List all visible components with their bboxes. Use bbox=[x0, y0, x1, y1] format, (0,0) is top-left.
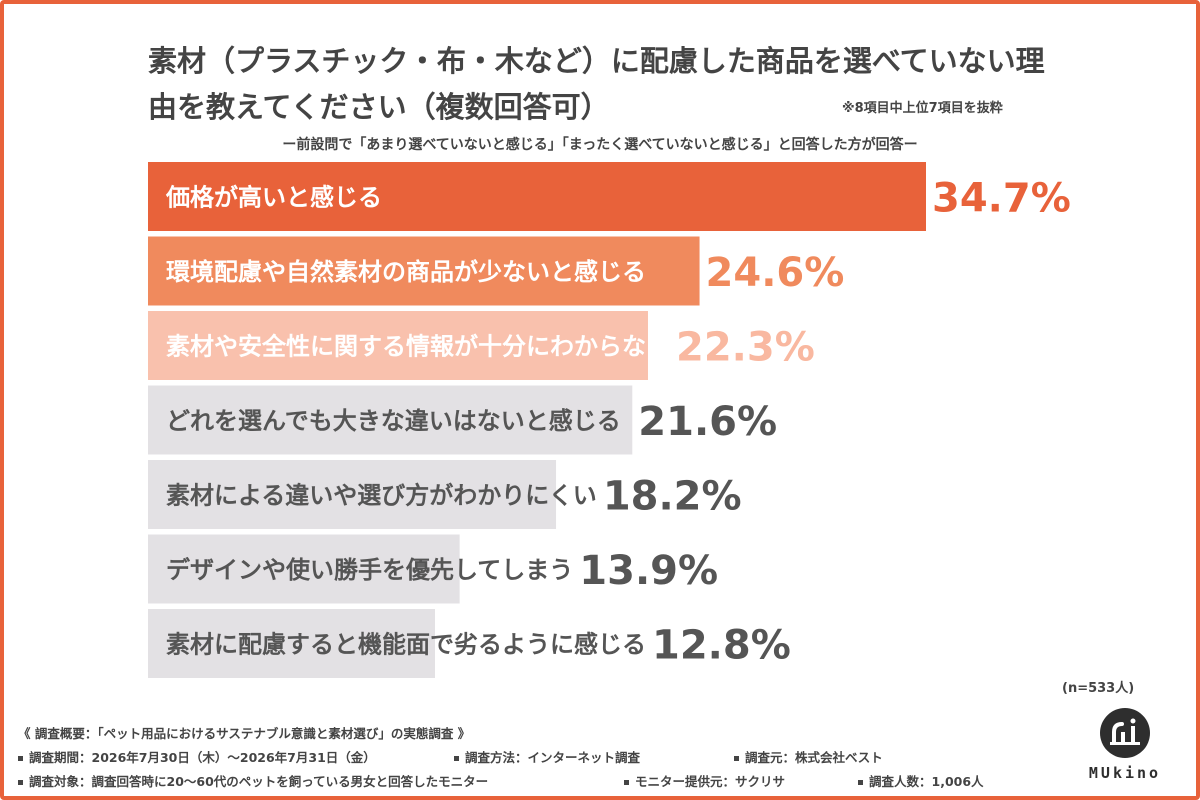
logo-wordmark: MUkino bbox=[1088, 764, 1162, 782]
bar-category-label: 素材や安全性に関する情報が十分にわからない bbox=[166, 333, 670, 361]
bar-value-label: 34.7% bbox=[932, 176, 1071, 222]
logo-mark-icon bbox=[1100, 708, 1150, 758]
survey-title-line: 《 調査概要：「ペット用品におけるサステナブル意識と素材選び」の実態調査 》 bbox=[18, 722, 470, 746]
survey-title: 《 調査概要：「ペット用品におけるサステナブル意識と素材選び」の実態調査 》 bbox=[18, 726, 471, 741]
bar bbox=[148, 385, 633, 455]
bar-value-label: 21.6% bbox=[638, 399, 777, 445]
sample-size: (n=533人) bbox=[1062, 681, 1135, 696]
bar-category-label: 素材による違いや選び方がわかりにくい bbox=[166, 482, 597, 510]
excerpt-note: ※8項目中上位7項目を抜粋 bbox=[842, 101, 1003, 116]
bar-chart: 価格が高いと感じる 34.7% 環境配慮や自然素材の商品が少ないと感じる 24.6% 素… bbox=[148, 162, 1071, 678]
brand-logo: MUkino bbox=[1086, 708, 1174, 792]
survey-period: 調査期間：2026年7月30日（木）〜2026年7月31日（金） bbox=[29, 750, 376, 765]
survey-info-line-1: 調査期間：2026年7月30日（木）〜2026年7月31日（金） 調査方法：イン… bbox=[18, 746, 883, 770]
bar bbox=[148, 236, 700, 306]
bar-group: 素材に配慮すると機能面で劣るように感じる 12.8% bbox=[148, 609, 791, 678]
bar-group: 素材や安全性に関する情報が十分にわからない 22.3% bbox=[148, 311, 815, 380]
bar bbox=[148, 460, 557, 529]
bar-group: デザインや使い勝手を優先してしまう 13.9% bbox=[148, 534, 718, 604]
bar-value-label: 18.2% bbox=[603, 474, 742, 520]
bar-category-label: 価格が高いと感じる bbox=[165, 184, 382, 212]
survey-target: 調査対象：調査回答時に20〜60代のペットを飼っている男女と回答したモニター bbox=[29, 774, 489, 789]
bar-group: 環境配慮や自然素材の商品が少ないと感じる 24.6% bbox=[148, 236, 845, 306]
survey-overview: 《 調査概要：「ペット用品におけるサステナブル意識と素材選び」の実態調査 》 調… bbox=[18, 722, 984, 794]
bar-category-label: デザインや使い勝手を優先してしまう bbox=[166, 556, 573, 584]
bar-group: 素材による違いや選び方がわかりにくい 18.2% bbox=[148, 460, 742, 529]
bullet-icon bbox=[624, 780, 629, 785]
bar-group: 価格が高いと感じる 34.7% bbox=[148, 162, 1071, 231]
bullet-icon bbox=[18, 780, 23, 785]
chart-subtitle: ー前設問で「あまり選べていないと感じる」「まったく選べていないと感じる」と回答し… bbox=[282, 137, 918, 153]
bullet-icon bbox=[454, 756, 459, 761]
bar-category-label: 素材に配慮すると機能面で劣るように感じる bbox=[166, 631, 646, 659]
bar bbox=[148, 311, 648, 380]
survey-organizer: 調査元：株式会社ベスト bbox=[745, 750, 883, 765]
bar-group: どれを選んでも大きな違いはないと感じる 21.6% bbox=[148, 385, 777, 455]
bullet-icon bbox=[734, 756, 739, 761]
bullet-icon bbox=[18, 756, 23, 761]
bar-value-label: 24.6% bbox=[706, 250, 845, 296]
bar-value-label: 12.8% bbox=[652, 623, 791, 669]
respondent-count: 調査人数：1,006人 bbox=[869, 774, 984, 789]
bar bbox=[148, 609, 435, 678]
monitor-provider: モニター提供元：サクリサ bbox=[635, 774, 786, 789]
bullet-icon bbox=[858, 780, 863, 785]
bar bbox=[148, 162, 926, 231]
bar bbox=[148, 534, 460, 604]
survey-info-line-2: 調査対象：調査回答時に20〜60代のペットを飼っている男女と回答したモニター モ… bbox=[18, 770, 984, 794]
bar-category-label: どれを選んでも大きな違いはないと感じる bbox=[166, 407, 621, 435]
survey-method: 調査方法：インターネット調査 bbox=[465, 750, 641, 765]
bar-category-label: 環境配慮や自然素材の商品が少ないと感じる bbox=[166, 258, 646, 286]
bar-value-label: 13.9% bbox=[579, 548, 718, 594]
chart-title: 素材（プラスチック・布・木など）に配慮した商品を選べていない理由を教えてください… bbox=[148, 44, 1045, 124]
bar-value-label: 22.3% bbox=[676, 325, 815, 371]
